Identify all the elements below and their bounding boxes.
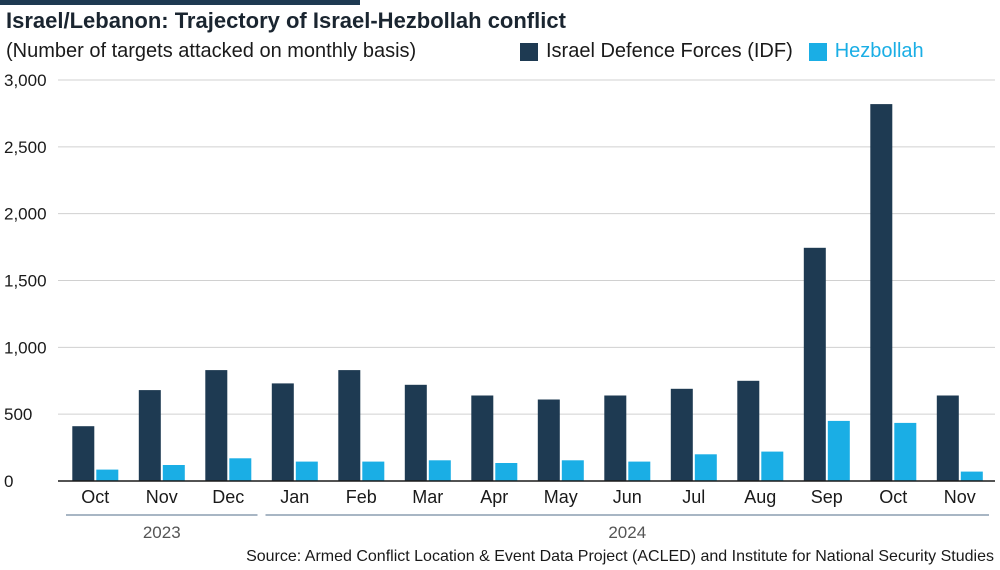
legend-label-hezbollah: Hezbollah: [834, 40, 924, 62]
bar-idf-10: [737, 380, 760, 482]
top-accent-bar: [0, 0, 360, 5]
bar-idf-9: [670, 388, 693, 481]
y-tick-label: 0: [4, 472, 13, 491]
x-tick-label: Feb: [346, 487, 377, 507]
y-tick-label: 3,000: [4, 71, 47, 90]
x-tick-label: Mar: [412, 487, 443, 507]
chart-subtitle: (Number of targets attacked on monthly b…: [6, 40, 417, 62]
y-tick-label: 1,500: [4, 272, 47, 291]
legend-swatch-idf: [520, 42, 538, 61]
bar-hezbollah-11: [827, 420, 850, 481]
y-tick-label: 1,000: [4, 338, 47, 357]
y-tick-label: 2,000: [4, 205, 47, 224]
bar-idf-12: [870, 104, 893, 481]
bar-idf-7: [537, 399, 560, 481]
x-tick-label: Nov: [146, 487, 178, 507]
x-tick-label: Jan: [280, 487, 309, 507]
bar-hezbollah-5: [428, 460, 451, 481]
bar-hezbollah-2: [229, 458, 252, 481]
legend-label-idf: Israel Defence Forces (IDF): [546, 40, 793, 62]
bar-idf-5: [404, 384, 427, 481]
bar-idf-1: [138, 390, 161, 481]
x-tick-label: Oct: [81, 487, 109, 507]
x-tick-label: Aug: [744, 487, 776, 507]
bar-idf-4: [338, 370, 361, 481]
legend: Israel Defence Forces (IDF) Hezbollah: [520, 40, 940, 63]
bar-idf-2: [205, 370, 228, 481]
bar-idf-6: [471, 395, 494, 481]
x-tick-label: Dec: [212, 487, 244, 507]
bar-hezbollah-4: [362, 461, 385, 481]
x-tick-label: Jul: [682, 487, 705, 507]
bar-hezbollah-12: [894, 422, 917, 481]
y-tick-label: 2,500: [4, 138, 47, 157]
bar-hezbollah-0: [96, 469, 119, 481]
chart-title: Israel/Lebanon: Trajectory of Israel-Hez…: [6, 8, 566, 33]
legend-item-hezbollah: Hezbollah: [808, 40, 924, 63]
x-tick-label: Oct: [879, 487, 907, 507]
x-tick-label: May: [544, 487, 578, 507]
bar-hezbollah-3: [295, 461, 318, 481]
bar-idf-0: [72, 426, 95, 481]
legend-item-idf: Israel Defence Forces (IDF): [520, 40, 793, 63]
bar-idf-8: [604, 395, 627, 481]
x-tick-label: Sep: [811, 487, 843, 507]
bar-hezbollah-10: [761, 451, 784, 481]
x-tick-label: Nov: [944, 487, 976, 507]
bar-idf-3: [271, 383, 294, 481]
bar-hezbollah-13: [960, 471, 983, 481]
bar-hezbollah-7: [561, 460, 584, 481]
x-tick-label: Apr: [480, 487, 508, 507]
source-note: Source: Armed Conflict Location & Event …: [246, 548, 994, 565]
bar-idf-11: [803, 247, 826, 481]
year-label: 2023: [143, 523, 181, 542]
bar-hezbollah-1: [162, 465, 185, 481]
legend-swatch-hezbollah: [808, 42, 827, 61]
x-tick-label: Jun: [613, 487, 642, 507]
y-tick-label: 500: [4, 405, 32, 424]
bar-hezbollah-9: [694, 454, 717, 481]
bar-hezbollah-8: [628, 461, 651, 481]
bar-idf-13: [936, 395, 959, 481]
year-label: 2024: [608, 523, 646, 542]
bar-hezbollah-6: [495, 463, 518, 481]
